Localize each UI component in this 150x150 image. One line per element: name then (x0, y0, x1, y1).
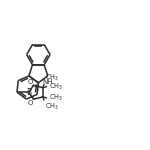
Text: O: O (28, 100, 33, 106)
Text: CH$_3$: CH$_3$ (49, 82, 63, 92)
Text: CH$_3$: CH$_3$ (49, 93, 63, 103)
Text: O: O (28, 79, 33, 85)
Text: B: B (26, 88, 31, 97)
Text: NH: NH (42, 79, 52, 85)
Text: CH$_3$: CH$_3$ (45, 72, 59, 83)
Text: CH$_3$: CH$_3$ (45, 102, 59, 112)
